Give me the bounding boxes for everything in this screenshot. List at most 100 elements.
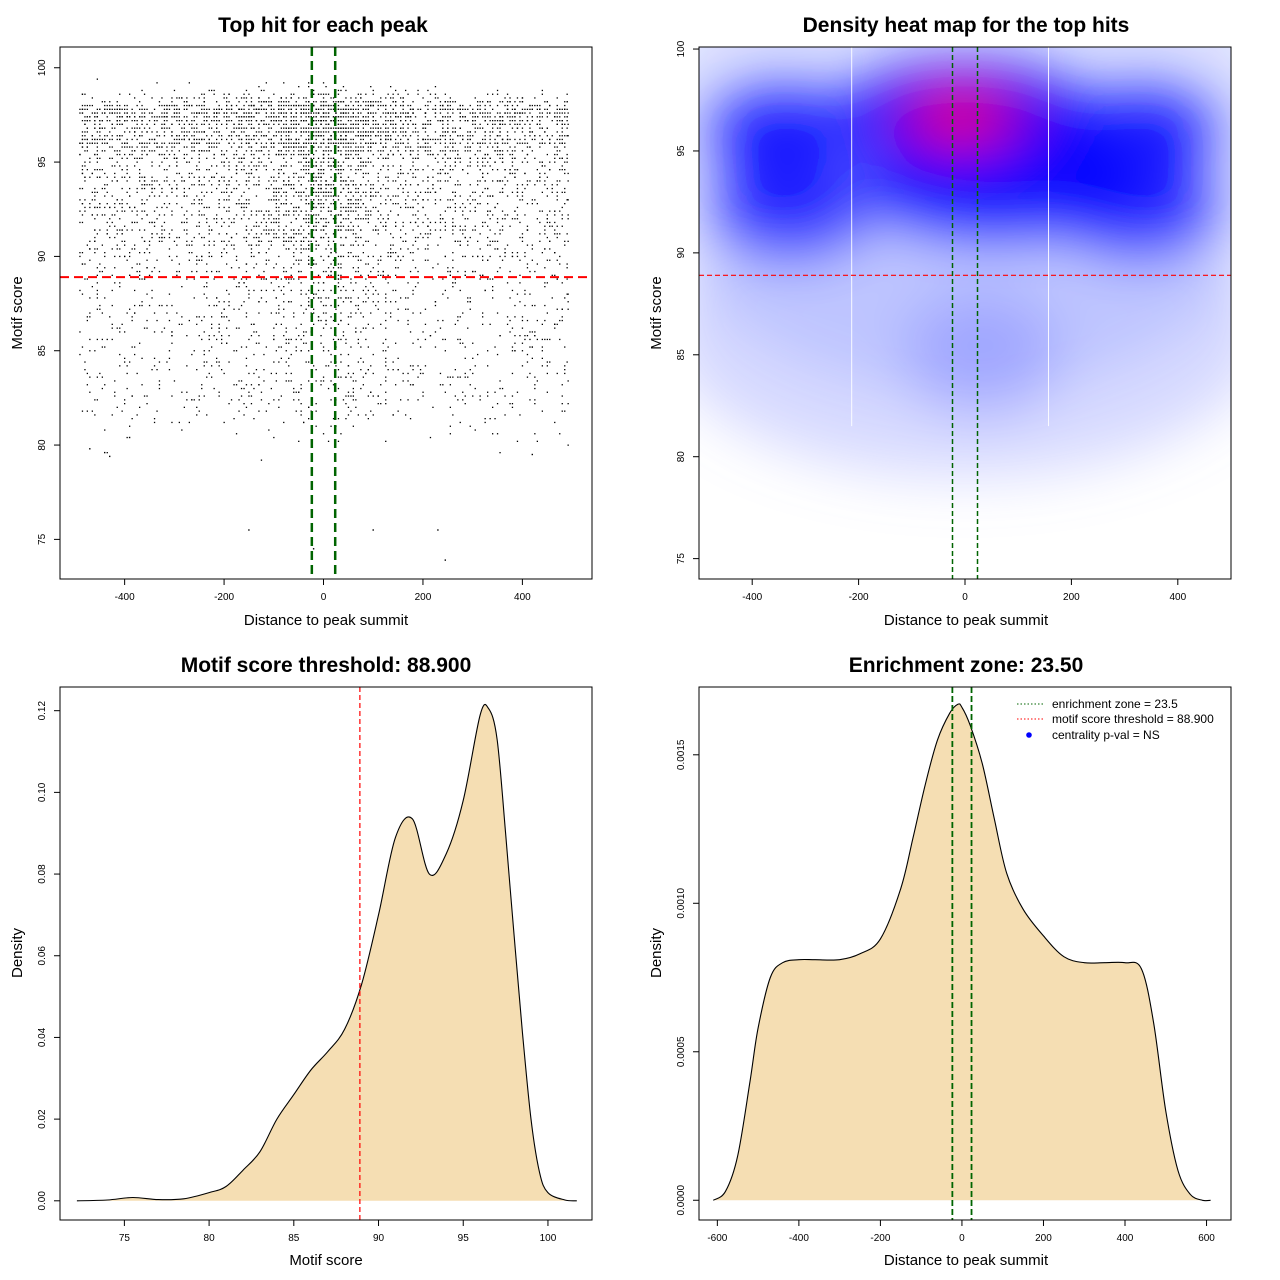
scatter-point — [340, 142, 342, 144]
scatter-point — [506, 195, 509, 197]
scatter-point — [206, 120, 208, 122]
scatter-point — [104, 429, 106, 431]
scatter-point — [360, 131, 362, 133]
scatter-point — [94, 240, 96, 242]
scatter-point — [380, 142, 382, 144]
scatter-point — [531, 120, 533, 122]
scatter-point — [280, 112, 282, 114]
scatter-point — [305, 101, 307, 103]
scatter-point — [141, 153, 143, 156]
scatter-point — [188, 104, 190, 107]
scatter-point — [327, 112, 330, 114]
scatter-point — [397, 150, 399, 152]
scatter-point — [320, 142, 322, 144]
scatter-point — [278, 176, 280, 178]
scatter-point — [171, 191, 173, 193]
scatter-point — [283, 421, 285, 424]
scatter-point — [556, 199, 558, 201]
scatter-point — [322, 93, 325, 95]
scatter-point — [340, 169, 342, 171]
scatter-point — [337, 304, 340, 307]
scatter-point — [499, 255, 501, 258]
scatter-point — [387, 218, 389, 220]
scatter-point — [365, 184, 367, 186]
scatter-point — [447, 180, 449, 182]
scatter-point — [559, 180, 561, 182]
scatter-point — [422, 127, 424, 129]
scatter-point — [484, 289, 486, 292]
scatter-point — [305, 161, 307, 163]
scatter-point — [496, 270, 499, 273]
scatter-point — [554, 210, 556, 212]
scatter-point — [380, 127, 382, 129]
scatter-point — [412, 312, 414, 314]
scatter-point — [534, 331, 536, 333]
scatter-point — [372, 395, 374, 397]
scatter-point — [514, 218, 516, 220]
scatter-point — [305, 165, 307, 167]
scatter-point — [352, 203, 354, 205]
scatter-point — [181, 180, 183, 182]
scatter-point — [285, 142, 287, 144]
scatter-point — [313, 165, 315, 167]
scatter-point — [221, 191, 223, 193]
scatter-point — [385, 278, 387, 280]
scatter-point — [86, 116, 88, 118]
scatter-point — [367, 131, 369, 133]
scatter-point — [385, 319, 387, 322]
scatter-point — [509, 319, 511, 322]
scatter-point — [295, 108, 297, 110]
scatter-point — [422, 221, 424, 224]
scatter-point — [278, 236, 280, 239]
scatter-point — [365, 240, 367, 242]
scatter-point — [81, 112, 84, 114]
scatter-point — [223, 221, 225, 224]
scatter-point — [422, 138, 424, 141]
scatter-point — [313, 131, 315, 133]
scatter-point — [106, 120, 108, 122]
scatter-point — [526, 184, 529, 186]
scatter-point — [153, 267, 156, 269]
scatter-point — [89, 176, 91, 178]
scatter-point — [501, 123, 504, 125]
scatter-point — [352, 127, 354, 129]
scatter-point — [409, 184, 412, 186]
scatter-point — [253, 116, 255, 118]
scatter-point — [283, 335, 285, 337]
scatter-point — [347, 218, 350, 220]
scatter-point — [171, 146, 173, 148]
scatter-point — [91, 286, 93, 288]
scatter-point — [208, 108, 210, 110]
scatter-point — [322, 203, 325, 205]
scatter-point — [300, 384, 302, 386]
scatter-point — [360, 165, 362, 167]
scatter-point — [514, 176, 516, 178]
scatter-point — [390, 244, 392, 246]
scatter-point — [482, 259, 484, 261]
scatter-point — [509, 403, 511, 405]
scatter-point — [352, 195, 354, 197]
scatter-point — [153, 120, 156, 122]
scatter-point — [337, 369, 340, 371]
scatter-point — [203, 176, 205, 178]
scatter-point — [449, 376, 451, 378]
scatter-point — [303, 112, 305, 114]
scatter-point — [439, 180, 442, 182]
scatter-point — [176, 312, 178, 314]
scatter-point — [444, 221, 446, 224]
scatter-point — [283, 270, 285, 273]
scatter-point — [345, 157, 347, 159]
scatter-point — [285, 248, 287, 250]
scatter-point — [126, 387, 128, 390]
scatter-point — [81, 108, 84, 110]
scatter-point — [109, 236, 111, 239]
scatter-point — [203, 214, 205, 216]
scatter-point — [114, 112, 116, 114]
scatter-point — [360, 236, 362, 239]
scatter-point — [521, 195, 524, 197]
scatter-point — [377, 150, 379, 152]
scatter-point — [270, 387, 272, 390]
scatter-point — [534, 387, 536, 390]
scatter-point — [96, 248, 98, 250]
scatter-point — [484, 221, 486, 224]
